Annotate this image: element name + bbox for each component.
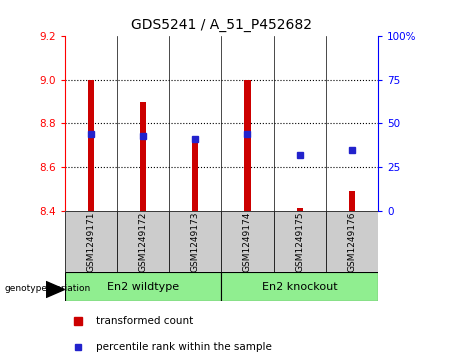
Text: GSM1249172: GSM1249172: [138, 211, 148, 272]
Bar: [349, 191, 355, 211]
Bar: [169, 211, 221, 272]
Title: GDS5241 / A_51_P452682: GDS5241 / A_51_P452682: [131, 19, 312, 33]
Text: transformed count: transformed count: [96, 316, 193, 326]
Text: GSM1249171: GSM1249171: [86, 211, 95, 272]
Text: GSM1249176: GSM1249176: [348, 211, 356, 272]
Text: genotype/variation: genotype/variation: [5, 284, 91, 293]
Polygon shape: [46, 282, 65, 298]
Text: GSM1249173: GSM1249173: [191, 211, 200, 272]
Text: En2 wildtype: En2 wildtype: [107, 282, 179, 292]
Bar: [65, 211, 117, 272]
Bar: [192, 141, 198, 211]
Bar: [326, 211, 378, 272]
Bar: [88, 80, 94, 211]
Text: GSM1249175: GSM1249175: [295, 211, 304, 272]
Bar: [221, 272, 378, 301]
Bar: [244, 80, 250, 211]
Text: percentile rank within the sample: percentile rank within the sample: [96, 342, 272, 352]
Bar: [117, 211, 169, 272]
Bar: [140, 102, 146, 211]
Text: En2 knockout: En2 knockout: [262, 282, 337, 292]
Bar: [221, 211, 273, 272]
Bar: [296, 208, 303, 211]
Bar: [273, 211, 326, 272]
Text: GSM1249174: GSM1249174: [243, 211, 252, 272]
Bar: [65, 272, 221, 301]
